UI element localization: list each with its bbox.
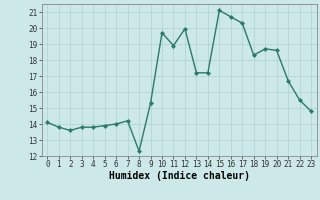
X-axis label: Humidex (Indice chaleur): Humidex (Indice chaleur)	[109, 171, 250, 181]
